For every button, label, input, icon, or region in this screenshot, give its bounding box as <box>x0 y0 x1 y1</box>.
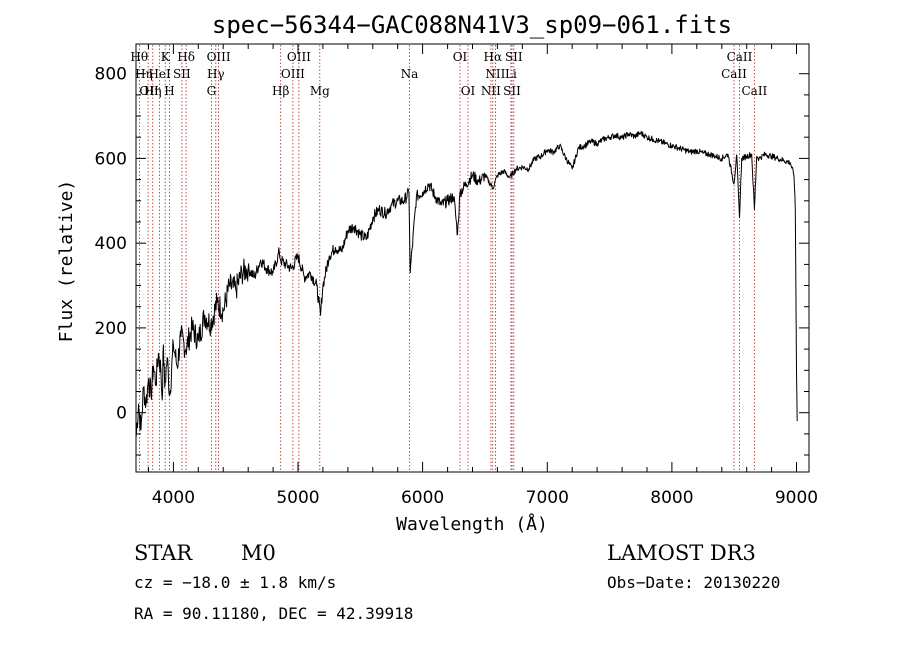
spectral-line-label: Hβ <box>272 84 289 98</box>
spectral-line-label: Hα <box>484 50 503 64</box>
spectral-line-label: SII <box>173 67 191 81</box>
spectral-line-label: K <box>161 50 171 64</box>
x-tick-label: 7000 <box>526 488 569 508</box>
plot-frame <box>135 43 810 473</box>
coordinates-text: RA = 90.11180, DEC = 42.39918 <box>134 604 413 623</box>
spectral-line-label: HeI <box>148 67 171 81</box>
spectral-line-label: SII <box>503 84 521 98</box>
spectral-line-label: CaII <box>721 67 747 81</box>
x-tick-label: 8000 <box>650 488 693 508</box>
survey-name: LAMOST DR3 <box>607 541 756 565</box>
spectral-line-label: OIII <box>207 50 231 64</box>
redshift-text: cz = −18.0 ± 1.8 km/s <box>134 573 336 592</box>
chart-title: spec−56344−GAC088N41V3_sp09−061.fits <box>212 11 732 39</box>
y-tick-label: 600 <box>95 149 127 169</box>
spectral-line-label: Hθ <box>130 50 148 64</box>
spectral-line-label: Hγ <box>207 67 225 81</box>
spectral-line-label: Hδ <box>177 50 195 64</box>
spectral-line-label: SII <box>505 50 523 64</box>
object-class: STAR <box>134 541 193 565</box>
spectral-line-label: OI <box>461 84 476 98</box>
y-tick-label: 200 <box>95 319 127 339</box>
spectral-line-label: OII <box>139 84 159 98</box>
spectral-line-label: CaII <box>727 50 753 64</box>
spectral-line-label: OIII <box>287 50 311 64</box>
observation-date: Obs−Date: 20130220 <box>607 573 780 592</box>
object-subclass: M0 <box>241 541 276 565</box>
y-axis: 0 200 400 600 800 <box>95 65 809 456</box>
x-tick-label: 9000 <box>775 488 818 508</box>
y-axis-label: Flux (relative) <box>56 180 77 343</box>
spectral-line-label: H <box>164 84 174 98</box>
y-tick-label: 400 <box>95 234 127 254</box>
spectral-line-label: NII <box>481 84 501 98</box>
flux-series <box>135 130 798 439</box>
y-tick-label: 0 <box>116 404 127 424</box>
spectral-line-label: CaII <box>741 84 767 98</box>
x-tick-label: 5000 <box>276 488 319 508</box>
spectral-line-label: NII <box>485 67 505 81</box>
spectral-line-label: G <box>207 84 217 98</box>
y-tick-label: 800 <box>95 65 127 85</box>
x-tick-label: 6000 <box>401 488 444 508</box>
spectral-line-label: Hη <box>144 84 162 98</box>
spectral-line-label: OIII <box>281 67 305 81</box>
x-axis: 4000 5000 6000 7000 8000 9000 <box>148 44 818 508</box>
spectral-line-label: OI <box>453 50 468 64</box>
spectral-line-label: Mg <box>310 84 330 98</box>
spectral-line-label: Li <box>505 67 517 81</box>
flux-line <box>135 130 798 439</box>
x-axis-label: Wavelength (Å) <box>396 513 548 535</box>
spectral-line-label: Na <box>401 67 419 81</box>
spectral-line-markers <box>138 45 755 471</box>
x-tick-label: 4000 <box>152 488 195 508</box>
